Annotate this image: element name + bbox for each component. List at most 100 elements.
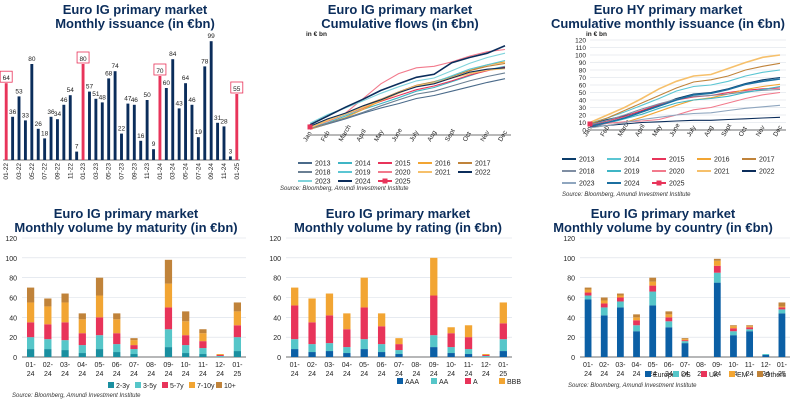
x-tick-label: 03- — [60, 362, 71, 369]
legend-label: 5-7y — [170, 383, 184, 390]
bar-segment-3-5y — [113, 344, 121, 353]
bar-segment-Europe — [746, 331, 754, 357]
x-tick-label: 24 — [746, 371, 754, 378]
y-tick-label: 100 — [575, 53, 586, 60]
data-label: 54 — [67, 87, 75, 94]
data-label: 80 — [28, 56, 36, 63]
legend-label: 2015 — [395, 161, 411, 168]
bar-segment-5-7y — [113, 333, 121, 345]
bar-segment-2-3y — [61, 350, 69, 357]
bar-segment-Europe — [778, 313, 786, 357]
tick-label: 11-22 — [67, 163, 74, 180]
x-tick-label: 24 — [326, 371, 334, 378]
x-tick-label: 01- — [26, 362, 37, 369]
y-axis-label: in € bn — [306, 31, 327, 38]
x-tick-label: 24 — [165, 371, 173, 378]
bar — [177, 108, 181, 160]
tick-label: 03-24 — [170, 163, 177, 180]
x-tick-label: 24 — [343, 371, 351, 378]
x-tick-label: Aug — [426, 129, 438, 143]
x-tick-label: 24 — [308, 371, 316, 378]
legend-label: 2014 — [624, 157, 640, 164]
bar-segment-BBB — [343, 313, 351, 330]
bar-segment-US — [713, 272, 721, 283]
chart-title: Euro IG primary market — [591, 206, 736, 221]
bar-segment-2-3y — [78, 353, 86, 357]
tick-label: 01-24 — [157, 163, 164, 180]
tick-label: 11-23 — [144, 163, 151, 180]
bar-segment-EM — [730, 326, 737, 329]
x-tick-label: 02- — [599, 362, 610, 369]
x-tick-label: 10- — [181, 362, 192, 369]
bar — [75, 151, 79, 160]
bar-segment-Others — [713, 258, 721, 261]
bar-segment-EM — [584, 289, 592, 293]
y-tick-label: 0 — [277, 355, 281, 362]
bar-segment-Others — [600, 297, 608, 301]
source-note: Source: Bloomberg, Amundi Investment Ins… — [568, 383, 697, 389]
tick-label: 03-22 — [16, 163, 23, 180]
series-line-2024 — [589, 78, 781, 128]
bar-segment-Others — [616, 293, 624, 296]
bar-segment-Others — [649, 277, 657, 282]
bar-segment-A — [360, 307, 368, 340]
bar-segment-5-7y — [26, 322, 35, 338]
legend-label: EM — [737, 372, 748, 379]
bar-segment-AAA — [395, 354, 403, 357]
bar-segment-UK — [600, 303, 608, 308]
tick-label: 01-22 — [3, 163, 10, 180]
data-label: 68 — [105, 70, 113, 77]
bar-segment-10+ — [130, 338, 138, 341]
bar-segment-AAA — [464, 354, 473, 357]
bar-segment-A — [482, 355, 490, 357]
bar-segment-Europe — [730, 335, 737, 357]
bar-segment-UK — [778, 307, 786, 310]
series-line-2021 — [589, 54, 781, 124]
bar-segment-7-10y — [199, 333, 207, 342]
y-tick-label: 40 — [567, 315, 575, 322]
legend-label: AA — [439, 379, 449, 386]
legend-label: 2025 — [395, 179, 411, 186]
data-label: 57 — [86, 84, 94, 91]
data-label: 64 — [182, 75, 190, 82]
bar-segment-10+ — [26, 287, 35, 303]
legend-swatch — [701, 371, 707, 377]
legend-swatch — [162, 382, 168, 388]
bar — [43, 138, 47, 160]
y-tick-label: 70 — [579, 75, 587, 82]
bar-segment-5-7y — [44, 324, 52, 340]
bar-segment-7-10y — [164, 283, 173, 308]
x-tick-label: 24 — [216, 371, 224, 378]
x-tick-label: 24 — [430, 371, 438, 378]
bar-segment-AA — [343, 347, 351, 354]
bar-segment-A — [325, 315, 334, 344]
bar-segment-AA — [464, 349, 473, 355]
data-label: 74 — [111, 63, 119, 70]
x-tick-label: 24 — [96, 371, 104, 378]
bar — [49, 116, 53, 160]
bar-segment-Others — [584, 287, 592, 290]
bar-segment-Europe — [762, 355, 770, 357]
chart-title: Euro HY primary market — [594, 2, 743, 17]
tick-label: 01-25 — [234, 163, 241, 180]
bar-segment-5-7y — [95, 317, 104, 336]
bar-segment-AA — [291, 339, 299, 350]
bar-segment-5-7y — [182, 335, 190, 346]
bar-segment-BBB — [291, 287, 299, 306]
x-tick-label: Oct — [462, 131, 473, 143]
bar-segment-A — [395, 344, 403, 351]
bar-segment-5-7y — [216, 355, 224, 357]
x-tick-label: 24 — [681, 371, 689, 378]
legend-swatch — [431, 378, 437, 384]
chart-title: Euro IG primary market — [326, 206, 471, 221]
bar-segment-Europe — [600, 315, 608, 357]
legend-swatch — [729, 371, 735, 377]
data-label: 36 — [47, 109, 55, 116]
legend-swatch — [465, 378, 471, 384]
y-tick-label: 120 — [5, 236, 17, 243]
x-tick-label: 03- — [324, 362, 335, 369]
bar-segment-BBB — [325, 293, 334, 316]
data-label: 70 — [156, 68, 164, 75]
bar-segment-EM — [778, 306, 786, 308]
